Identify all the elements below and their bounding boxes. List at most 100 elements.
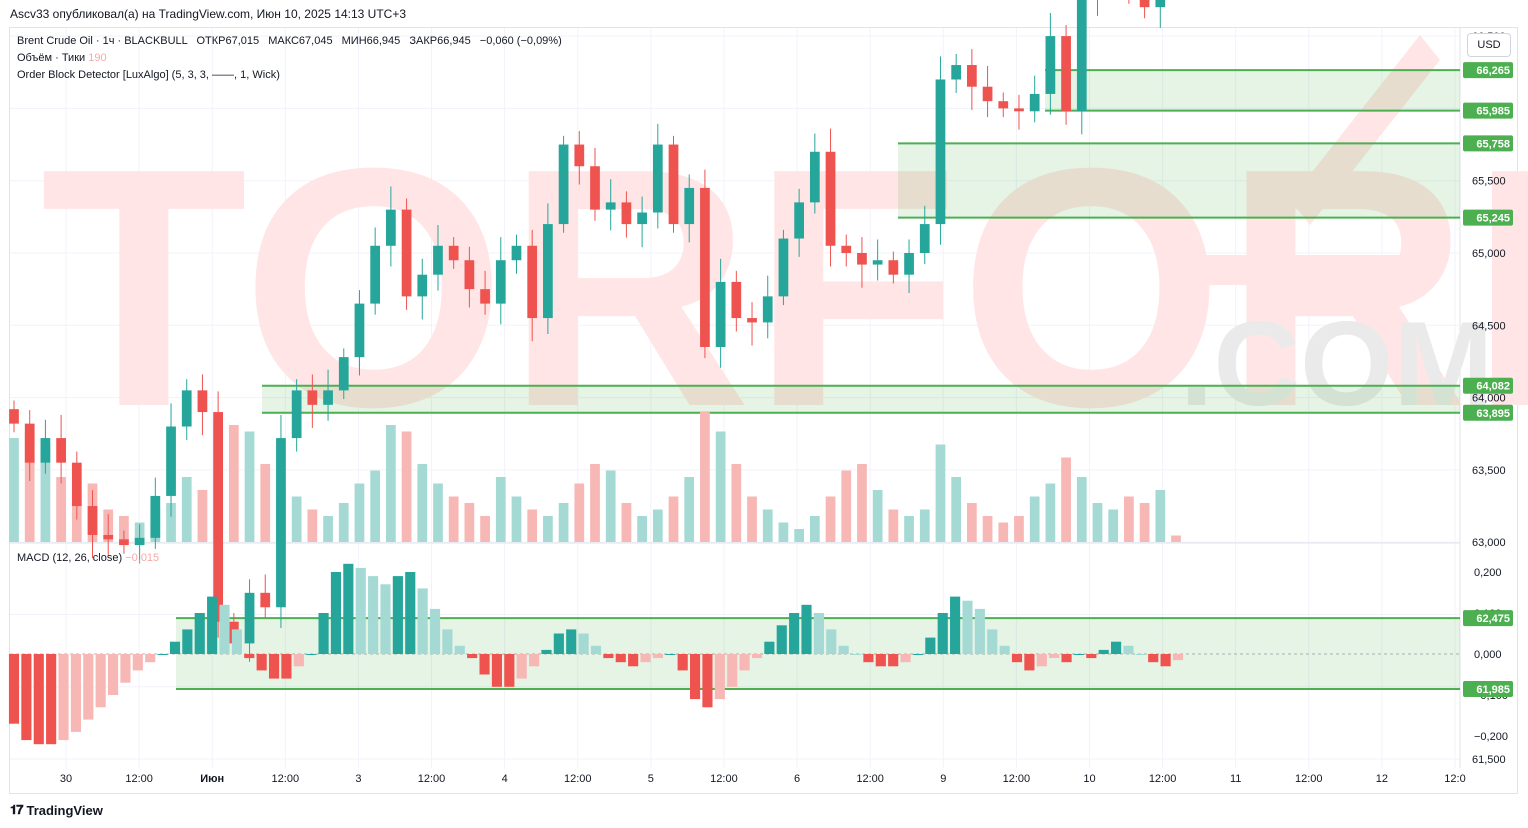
macd-bar [553,633,564,654]
legend-volume[interactable]: Объём · Тики 190 [17,50,107,66]
candle-body [260,592,271,608]
volume-bar [935,444,946,542]
volume-bar [652,509,663,542]
volume-bar [872,490,883,542]
candle-body [543,224,553,319]
order-block-zone [262,385,1460,413]
watermark-bar [1180,255,1400,285]
volume-bar [794,529,805,542]
price-label-text: 65,985 [1476,106,1510,118]
volume-bar [700,412,710,542]
price-label-text: 65,245 [1476,213,1510,225]
currency-button[interactable]: USD [1467,33,1511,57]
macd-bar [727,654,738,687]
candle-body [71,462,82,507]
macd-label: MACD (12, 26, close) [17,552,123,564]
volume-bar [166,503,176,542]
macd-bar [689,654,701,700]
watermark-text-right: .COM [1180,297,1493,431]
volume-bar [24,431,35,542]
volume-bar [590,464,600,542]
candle-body [119,539,129,546]
volume-bar [778,522,789,542]
price-axis-tick: 64,500 [1472,320,1506,332]
macd-bar [1111,641,1122,654]
price-label-text: 61,985 [1476,684,1510,696]
macd-bar [1011,654,1023,663]
price-label-badge [1463,377,1513,394]
volume-bar [307,509,318,542]
volume-bar [181,477,192,542]
candle-body [1029,93,1040,112]
time-axis-tick: 12:00 [272,773,300,785]
volume-bar [401,431,412,542]
price-label-text: 65,758 [1476,138,1510,150]
price-label-badge [1463,62,1513,79]
macd-bar [120,654,131,683]
volume-bar [543,516,553,542]
volume-bar [480,516,490,542]
macd-bar [1049,654,1060,659]
time-axis-tick: 12 [1376,773,1388,785]
time-axis-tick: 4 [502,773,508,785]
macd-bar [244,654,255,659]
candle-body [1076,0,1087,112]
candle-body [181,390,192,427]
tradingview-logo[interactable]: 𝟏𝟕 TradingView [10,800,103,820]
volume-bar [1139,503,1150,542]
legend-open: ОТКР67,015 [196,35,260,47]
candle-body [401,209,412,297]
price-axis-tick: 65,000 [1472,248,1506,260]
macd-bar [132,654,143,671]
candle-body [464,260,475,290]
macd-bar [21,654,32,741]
macd-bar [256,654,267,671]
macd-bar [405,572,416,654]
legend-indicator[interactable]: Order Block Detector [LuxAlgo] (5, 3, 3,… [17,67,280,83]
candle-body [872,260,883,265]
candle-body [527,245,538,319]
macd-bar [950,596,961,654]
volume-bar [511,496,522,542]
candle-body [951,65,962,80]
volume-bar [495,477,506,542]
watermark-arrow [1290,35,1440,225]
macd-bar [182,629,193,654]
time-axis-tick: 12:00 [856,773,884,785]
macd-bar [58,654,69,741]
macd-bar [1135,654,1146,655]
macd-bar [888,654,899,667]
macd-bar [1160,654,1171,667]
macd-bar [1123,645,1134,654]
macd-bar [838,645,849,654]
price-label-badge [1463,102,1513,119]
candle-body [197,390,208,413]
volume-value: 190 [88,52,107,64]
macd-bar [665,654,676,655]
volume-bar [919,509,930,542]
time-axis-tick: 5 [648,773,654,785]
publisher-line: Ascv33 опубликовал(а) на TradingView.com… [10,7,407,21]
macd-bar [962,600,973,654]
volume-bar [888,509,899,542]
macd-axis-tick: −0,200 [1474,731,1508,743]
macd-bar [739,654,750,671]
candle-body [307,390,318,405]
macd-bar [219,604,230,654]
volume-bar [1155,490,1166,542]
legend-macd[interactable]: MACD (12, 26, close) −0,015 [17,550,159,566]
volume-bar [464,503,475,542]
macd-bar [1061,654,1072,663]
candle-body [574,144,585,167]
macd-bar [491,654,503,687]
volume-bar [825,496,836,542]
macd-bar [578,633,589,654]
volume-bar [747,496,757,542]
volume-bar [1061,457,1071,542]
macd-value: −0,015 [125,552,160,564]
macd-bar [801,604,812,654]
macd-bar [1073,654,1085,655]
candle-body [87,506,98,535]
